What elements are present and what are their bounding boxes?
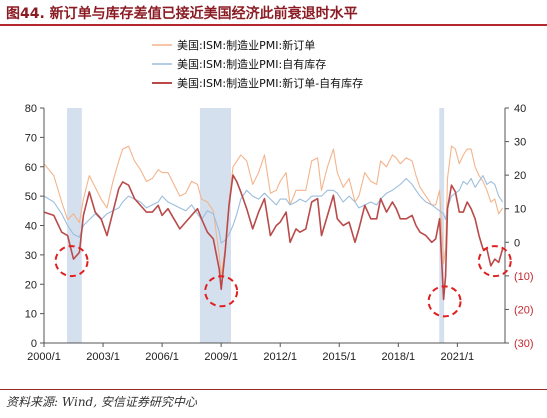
recession-bands [67,108,445,343]
legend-label-2: 美国:ISM:制造业PMI:新订单-自有库存 [177,76,363,90]
right-tick-label: 40 [514,103,526,115]
highlight-circles [54,245,512,318]
series-lines [43,145,504,301]
right-tick-label: (30) [514,338,534,350]
x-tick-label: 2003/1 [86,351,120,363]
x-tick-label: 2015/1 [322,351,356,363]
right-tick-label: 10 [514,204,526,216]
legend: 美国:ISM:制造业PMI:新订单美国:ISM:制造业PMI:自有库存美国:IS… [152,38,363,90]
left-tick-label: 20 [25,279,37,291]
left-tick-label: 80 [25,103,37,115]
left-tick-label: 10 [25,309,37,321]
x-tick-label: 2000/1 [27,351,61,363]
highlight-circle-3 [477,245,512,278]
series-line-0 [43,145,504,276]
x-tick-label: 2006/1 [145,351,179,363]
x-tick-label: 2021/1 [441,351,475,363]
x-tick-label: 2012/1 [263,351,297,363]
title-bar: 图44. 新订单与库存差值已接近美国经济此前衰退时水平 [0,0,547,26]
series-line-2 [43,174,504,301]
left-tick-label: 30 [25,250,37,262]
recession-band-0 [67,108,82,343]
highlight-circle-2 [427,285,462,318]
left-tick-label: 70 [25,132,37,144]
chart: 0 10 20 30 40 50 60 70 80 (30) (20) (10) 0 10 20 30 40 20… [25,38,534,363]
legend-label-0: 美国:ISM:制造业PMI:新订单 [177,38,315,52]
left-tick-label: 0 [31,338,37,350]
left-tick-label: 60 [25,162,37,174]
right-tick-label: 30 [514,137,526,149]
right-tick-label: (20) [514,304,534,316]
left-tick-label: 40 [25,221,37,233]
highlight-circle-1 [204,275,239,308]
highlight-circle-0 [54,245,89,278]
right-tick-label: (10) [514,271,534,283]
source-note: 资料来源: Wind, 安信证券研究中心 [6,395,197,409]
left-tick-label: 50 [25,191,37,203]
x-tick-label: 2009/1 [204,351,238,363]
x-tick-label: 2018/1 [381,351,415,363]
source-divider [0,389,547,390]
right-tick-label: 20 [514,170,526,182]
axes: 0 10 20 30 40 50 60 70 80 (30) (20) (10) 0 10 20 30 40 20… [25,103,534,363]
right-tick-label: 0 [514,237,520,249]
chart-title: 图44. 新订单与库存差值已接近美国经济此前衰退时水平 [6,6,358,22]
legend-label-1: 美国:ISM:制造业PMI:自有库存 [177,57,326,71]
